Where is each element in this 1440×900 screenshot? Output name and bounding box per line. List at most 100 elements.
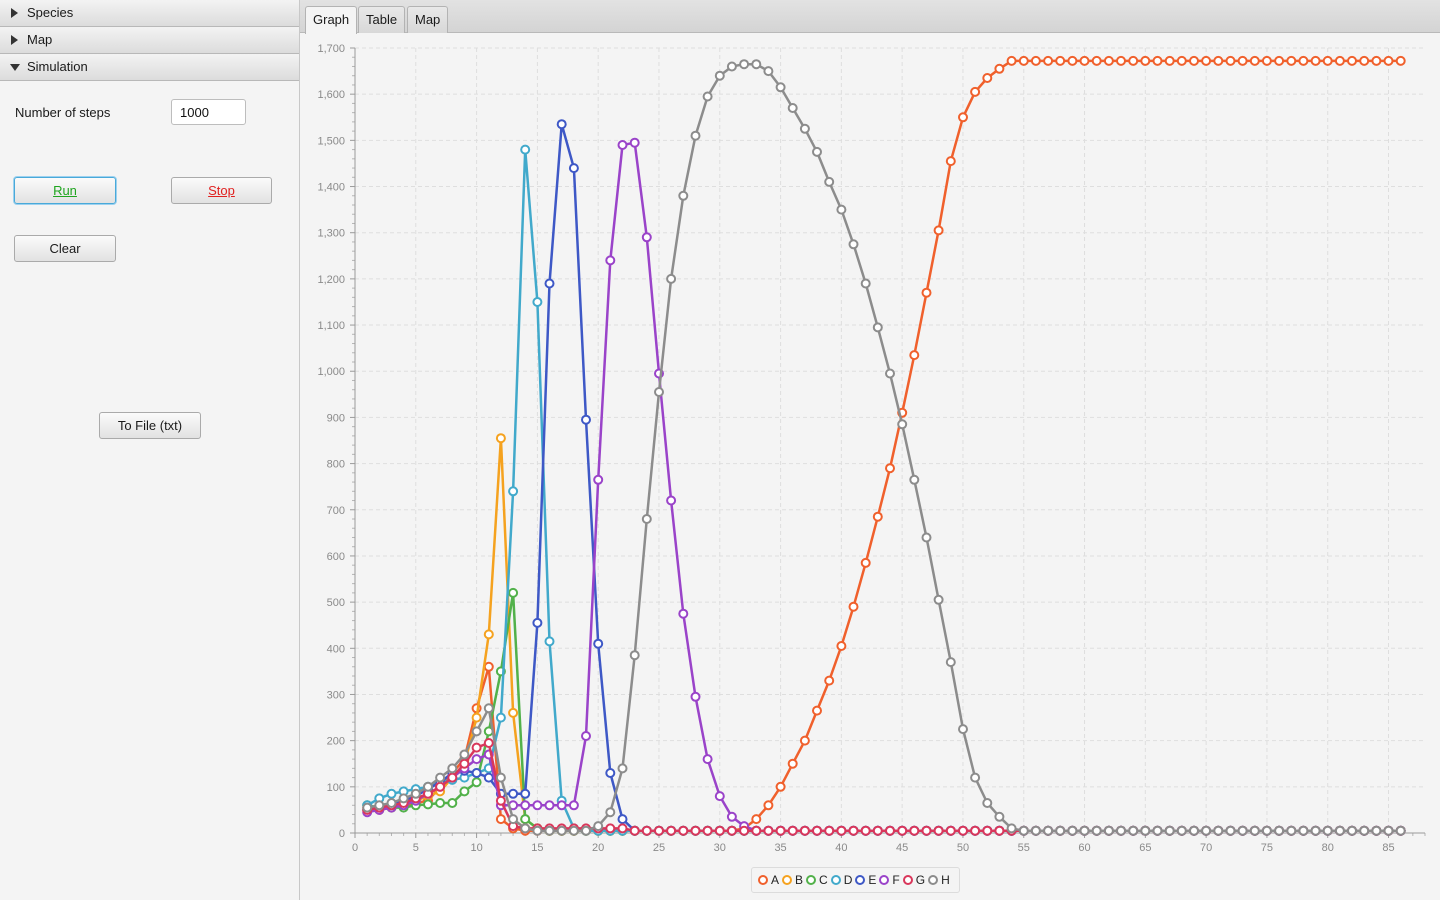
- y-tick-label: 900: [327, 412, 345, 424]
- triangle-right-icon: [11, 8, 18, 18]
- tab-table[interactable]: Table: [358, 6, 406, 33]
- data-point-G: [824, 825, 835, 836]
- data-point-G: [702, 825, 713, 836]
- clear-button[interactable]: Clear: [14, 235, 116, 262]
- data-point-E: [532, 617, 543, 628]
- data-point-E: [581, 414, 591, 425]
- tab-map[interactable]: Map: [407, 6, 449, 33]
- data-point-H: [1091, 825, 1102, 836]
- legend-label: E: [868, 873, 877, 887]
- data-point-H: [1140, 825, 1151, 836]
- data-point-H: [739, 59, 750, 70]
- data-point-H: [982, 798, 993, 808]
- data-point-H: [678, 190, 689, 201]
- data-point-G: [799, 825, 810, 836]
- data-point-C: [508, 587, 519, 598]
- x-tick-label: 65: [1139, 842, 1151, 854]
- legend-label: A: [771, 873, 780, 887]
- data-point-G: [909, 825, 920, 836]
- data-point-H: [860, 278, 871, 289]
- data-point-F: [581, 731, 591, 741]
- legend-item-H: H: [928, 873, 950, 887]
- data-point-F: [641, 232, 652, 243]
- run-button[interactable]: Run: [14, 177, 116, 204]
- data-point-F: [726, 811, 737, 822]
- data-point-H: [605, 807, 616, 818]
- data-point-H: [872, 322, 883, 333]
- data-point-H: [787, 103, 798, 113]
- accordion-map-label: Map: [27, 32, 53, 47]
- data-point-H: [812, 146, 822, 157]
- data-point-A: [1201, 55, 1212, 66]
- data-point-H: [836, 204, 847, 215]
- data-point-C: [447, 798, 458, 808]
- data-point-A: [1322, 55, 1333, 66]
- stop-button[interactable]: Stop: [171, 177, 272, 204]
- data-point-G: [836, 825, 847, 836]
- data-point-H: [447, 763, 458, 774]
- data-point-G: [763, 825, 774, 836]
- legend-item-G: G: [902, 873, 925, 887]
- data-point-G: [921, 825, 932, 836]
- y-tick-label: 800: [327, 459, 345, 471]
- data-point-H: [848, 239, 859, 250]
- data-point-F: [532, 800, 543, 811]
- data-point-G: [982, 825, 993, 836]
- data-point-H: [1030, 825, 1041, 836]
- to-file-button[interactable]: To File (txt): [99, 412, 201, 439]
- data-point-H: [885, 368, 895, 379]
- data-point-H: [799, 123, 810, 134]
- data-point-H: [1249, 825, 1260, 836]
- data-point-H: [702, 91, 713, 102]
- tab-graph[interactable]: Graph: [305, 6, 358, 34]
- data-point-H: [1152, 825, 1163, 836]
- x-tick-label: 20: [592, 842, 604, 854]
- data-point-H: [654, 387, 664, 397]
- data-point-G: [641, 825, 652, 836]
- data-point-B: [471, 712, 482, 723]
- y-tick-label: 1,400: [317, 182, 345, 194]
- data-point-A: [763, 800, 774, 811]
- data-point-H: [1067, 825, 1078, 836]
- data-point-A: [483, 661, 494, 672]
- data-point-A: [775, 781, 786, 792]
- data-point-H: [1176, 825, 1187, 836]
- accordion-simulation[interactable]: Simulation: [0, 54, 299, 81]
- data-point-A: [1043, 55, 1054, 66]
- data-point-A: [1359, 55, 1370, 66]
- data-point-C: [435, 798, 446, 808]
- accordion-species[interactable]: Species: [0, 0, 299, 27]
- y-tick-label: 300: [327, 689, 345, 701]
- data-point-F: [666, 495, 677, 506]
- legend-label: D: [843, 873, 853, 887]
- data-point-A: [872, 511, 883, 522]
- data-point-A: [1237, 55, 1248, 66]
- data-point-A: [1286, 55, 1297, 66]
- data-point-E: [568, 163, 579, 174]
- data-point-E: [483, 772, 494, 783]
- data-point-H: [362, 802, 373, 813]
- data-point-E: [544, 278, 555, 289]
- legend-marker-icon: [928, 875, 939, 885]
- data-point-H: [1334, 825, 1345, 836]
- data-point-H: [435, 772, 446, 783]
- data-point-A: [945, 156, 956, 167]
- data-point-A: [1395, 55, 1406, 66]
- steps-input[interactable]: [171, 99, 246, 125]
- accordion-map[interactable]: Map: [0, 27, 299, 54]
- data-point-A: [787, 758, 798, 769]
- data-point-H: [958, 724, 968, 735]
- y-tick-label: 1,500: [317, 135, 345, 147]
- line-chart: 01002003004005006007008009001,0001,1001,…: [317, 43, 1426, 854]
- data-point-G: [495, 795, 506, 806]
- data-point-H: [763, 66, 774, 77]
- data-point-A: [799, 735, 810, 746]
- legend-marker-icon: [830, 875, 841, 885]
- data-point-D: [508, 486, 519, 497]
- data-point-A: [812, 705, 822, 716]
- x-tick-label: 30: [714, 842, 726, 854]
- data-point-H: [1055, 825, 1066, 836]
- legend-label: F: [892, 873, 900, 887]
- data-point-H: [1310, 825, 1321, 836]
- main-panel: Graph Table Map 0 100 200 300 400 500 600 700 80…: [300, 0, 1440, 900]
